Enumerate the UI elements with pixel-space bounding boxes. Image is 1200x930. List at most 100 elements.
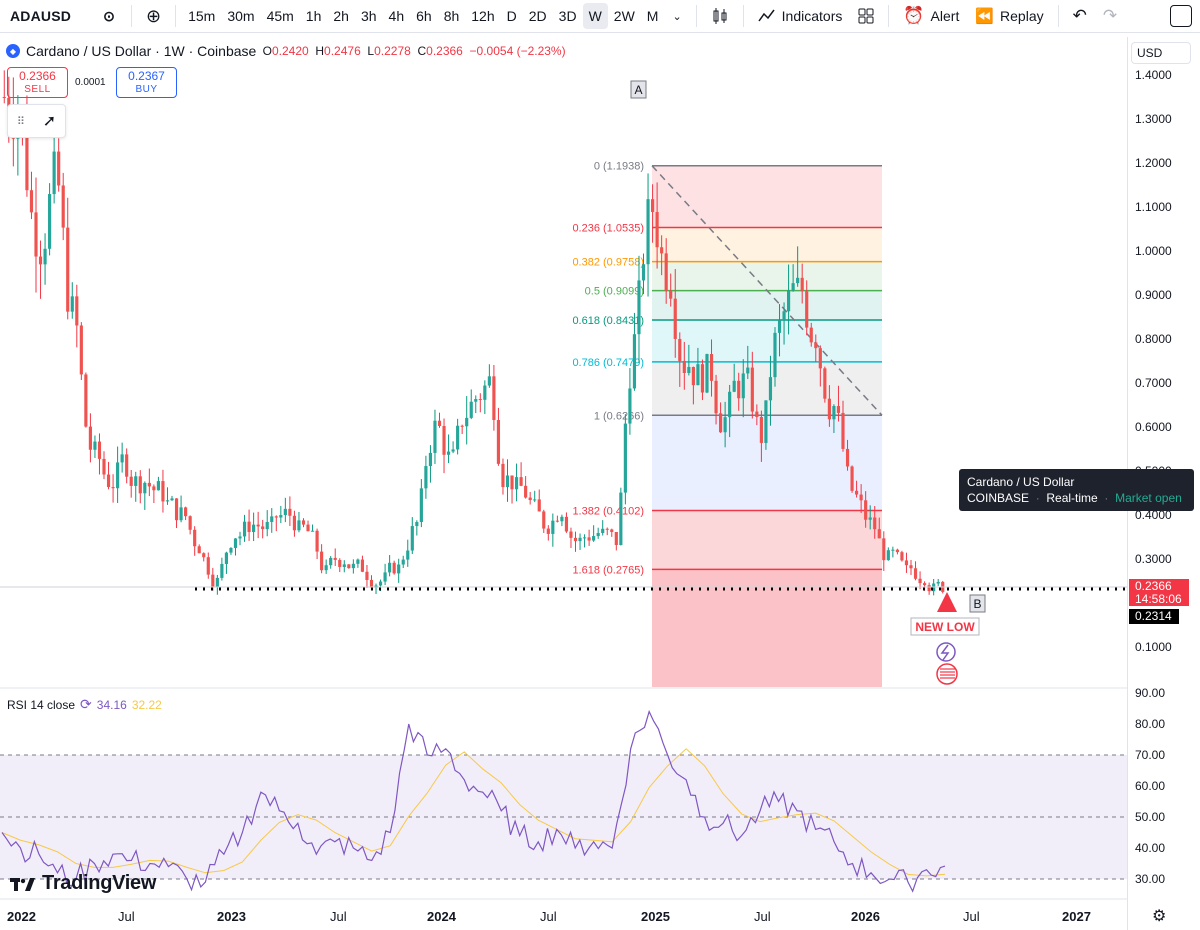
candle-body — [737, 380, 741, 399]
interval-3h[interactable]: 3h — [355, 3, 383, 29]
interval-2h[interactable]: 2h — [327, 3, 355, 29]
candle-body — [800, 277, 804, 292]
candle-body — [324, 565, 328, 571]
interval-m[interactable]: M — [641, 3, 665, 29]
drag-handle-icon[interactable]: ⠿ — [16, 115, 25, 128]
rsi-tick: 70.00 — [1135, 748, 1166, 762]
candle-body — [519, 477, 523, 486]
fib-trend-line[interactable] — [651, 165, 883, 416]
candle-style-icon[interactable] — [703, 7, 737, 25]
symbol-search[interactable]: ADAUSD ⊙ — [0, 8, 125, 25]
sell-label: SELL — [24, 84, 51, 95]
floating-drawing-toolbar[interactable]: ⠿ ➚ — [7, 104, 66, 138]
interval-2w[interactable]: 2W — [608, 3, 641, 29]
interval-label: 3h — [360, 8, 377, 24]
fib-retracement-layer[interactable]: 0 (1.1938) 0.236 (1.0535) 0.382 (0.9758) 0.… — [572, 161, 883, 687]
new-low-box[interactable] — [910, 617, 980, 636]
candle-body — [283, 508, 287, 516]
up-arrow-icon[interactable] — [937, 592, 957, 612]
us-flag-event-icon[interactable] — [936, 663, 958, 685]
candle-body — [320, 551, 324, 571]
sell-button[interactable]: 0.2366 SELL — [7, 67, 68, 98]
compare-add-icon[interactable]: ⊕ — [146, 5, 162, 26]
price-chart-canvas[interactable]: 0 (1.1938) 0.236 (1.0535) 0.382 (0.9758) 0.… — [0, 37, 1127, 930]
replay-button[interactable]: ⏪ Replay — [967, 7, 1051, 25]
candle-body — [632, 334, 637, 389]
candle-body — [428, 452, 433, 467]
candle-body — [360, 559, 365, 572]
interval-6h[interactable]: 6h — [410, 3, 438, 29]
candle-body — [383, 572, 387, 582]
candle-body — [623, 423, 627, 493]
rsi-settings-loop-icon[interactable]: ⟳ — [80, 696, 92, 712]
price-tick: 1.4000 — [1135, 68, 1172, 82]
undo-icon[interactable]: ↶ — [1072, 6, 1087, 25]
point-a-box[interactable] — [630, 80, 647, 99]
candle-body — [682, 360, 686, 373]
candle-body — [895, 549, 899, 553]
indicators-button[interactable]: Indicators — [750, 8, 851, 24]
time-tick: 2025 — [641, 909, 670, 924]
chart-settings-gear-icon[interactable]: ⚙ — [1152, 908, 1167, 925]
candle-body — [728, 391, 732, 418]
interval-4h[interactable]: 4h — [383, 3, 411, 29]
layout-templates-icon[interactable] — [850, 8, 882, 24]
replay-label: Replay — [1000, 8, 1044, 24]
candle-body — [25, 123, 29, 191]
currency-selector[interactable]: USD — [1131, 42, 1191, 64]
candle-body — [923, 583, 927, 586]
candle-body — [451, 449, 455, 452]
interval-3d[interactable]: 3D — [553, 3, 583, 29]
fullscreen-square-icon[interactable] — [1170, 5, 1192, 27]
buy-button[interactable]: 0.2367 BUY — [116, 67, 177, 98]
symbol-name[interactable]: ADAUSD — [10, 8, 72, 24]
currency-label: USD — [1137, 46, 1163, 60]
candle-body — [501, 463, 505, 488]
tooltip-details: COINBASE · Real-time · Market open — [967, 490, 1186, 506]
candle-body — [524, 485, 528, 498]
interval-30m[interactable]: 30m — [221, 3, 260, 29]
candle-body — [410, 526, 414, 551]
candle-body — [270, 516, 274, 522]
drawing-overlay[interactable]: A B NEW LOW — [0, 80, 1127, 689]
fib-band — [652, 290, 882, 321]
interval-dropdown-chevron-icon[interactable]: ⌄ — [672, 10, 682, 23]
point-b-box[interactable] — [969, 594, 986, 613]
top-toolbar: ADAUSD ⊙ ⊕ 15m 30m 45m 1h 2h 3h 4h 6h 8h 12h D 2D 3D… — [0, 0, 1200, 33]
lightning-event-icon[interactable] — [936, 642, 956, 662]
candle-body — [927, 585, 931, 592]
candle-body — [687, 366, 691, 373]
interval-label: 45m — [266, 8, 294, 24]
interval-1h[interactable]: 1h — [300, 3, 328, 29]
tradingview-wordmark: TradingView — [42, 872, 157, 894]
interval-d[interactable]: D — [501, 3, 523, 29]
symbol-tooltip: Cardano / US Dollar COINBASE · Real-time… — [959, 469, 1194, 511]
candle-body — [587, 537, 591, 541]
redo-icon[interactable]: ↷ — [1102, 6, 1118, 25]
interval-group: 15m 30m 45m 1h 2h 3h 4h 6h 8h 12h D 2D 3D W 2W M — [182, 3, 664, 29]
interval-label: 2D — [528, 8, 547, 24]
candle-body — [165, 500, 170, 502]
candle-body — [836, 406, 841, 413]
interval-45m[interactable]: 45m — [261, 3, 300, 29]
cursor-arrow-icon[interactable]: ➚ — [42, 113, 57, 130]
tradingview-logo[interactable]: TradingView — [10, 872, 156, 895]
candle-body — [646, 199, 650, 265]
interval-12h[interactable]: 12h — [465, 3, 500, 29]
interval-8h[interactable]: 8h — [438, 3, 466, 29]
candle-body — [650, 199, 655, 213]
interval-w[interactable]: W — [582, 3, 608, 29]
symbol-search-icon[interactable]: ⊙ — [103, 7, 115, 24]
candle-body — [401, 559, 405, 565]
rsi-tick: 30.00 — [1135, 872, 1166, 886]
alert-button[interactable]: ⏰ Alert — [895, 6, 967, 26]
candle-body — [143, 482, 147, 494]
candle-body — [474, 399, 478, 402]
interval-2d[interactable]: 2D — [523, 3, 553, 29]
candle-body — [669, 290, 673, 299]
candle-body — [610, 529, 614, 532]
tooltip-realtime: Real-time — [1046, 491, 1098, 505]
interval-label: 30m — [227, 8, 255, 24]
candle-body — [261, 526, 265, 530]
interval-15m[interactable]: 15m — [182, 3, 221, 29]
